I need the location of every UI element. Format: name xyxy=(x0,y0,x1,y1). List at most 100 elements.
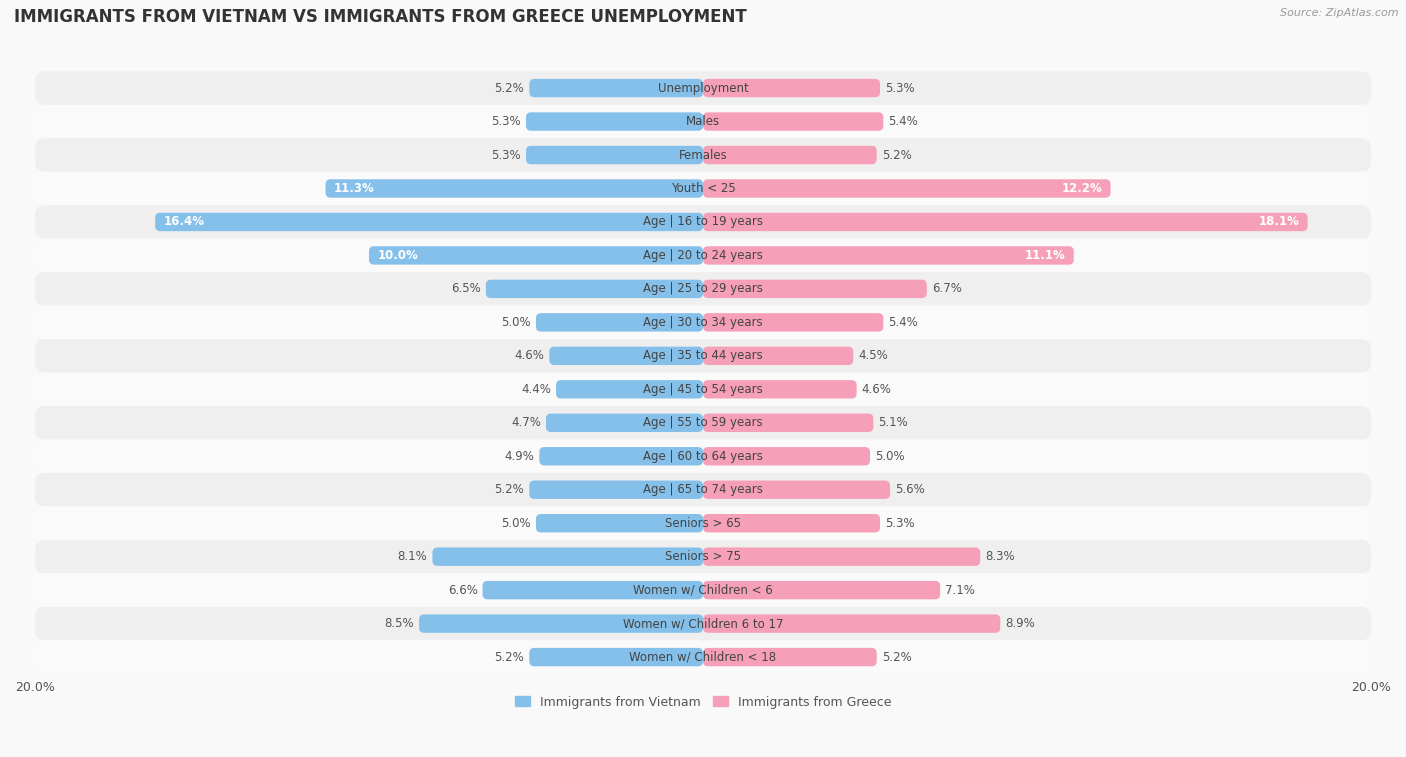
FancyBboxPatch shape xyxy=(526,112,703,131)
FancyBboxPatch shape xyxy=(555,380,703,398)
FancyBboxPatch shape xyxy=(529,79,703,98)
Text: Women w/ Children 6 to 17: Women w/ Children 6 to 17 xyxy=(623,617,783,630)
Text: 5.0%: 5.0% xyxy=(502,316,531,329)
Text: 5.1%: 5.1% xyxy=(879,416,908,429)
FancyBboxPatch shape xyxy=(35,306,1371,339)
Text: 6.7%: 6.7% xyxy=(932,282,962,295)
Text: Seniors > 75: Seniors > 75 xyxy=(665,550,741,563)
FancyBboxPatch shape xyxy=(35,473,1371,506)
FancyBboxPatch shape xyxy=(155,213,703,231)
Text: 11.3%: 11.3% xyxy=(333,182,374,195)
Text: 12.2%: 12.2% xyxy=(1062,182,1102,195)
FancyBboxPatch shape xyxy=(419,615,703,633)
Text: 5.2%: 5.2% xyxy=(495,650,524,664)
Text: IMMIGRANTS FROM VIETNAM VS IMMIGRANTS FROM GREECE UNEMPLOYMENT: IMMIGRANTS FROM VIETNAM VS IMMIGRANTS FR… xyxy=(14,8,747,26)
Text: 8.3%: 8.3% xyxy=(986,550,1015,563)
Text: 6.6%: 6.6% xyxy=(447,584,478,597)
Text: 16.4%: 16.4% xyxy=(163,216,204,229)
FancyBboxPatch shape xyxy=(703,413,873,432)
Text: Youth < 25: Youth < 25 xyxy=(671,182,735,195)
Text: 6.5%: 6.5% xyxy=(451,282,481,295)
Text: 4.4%: 4.4% xyxy=(522,383,551,396)
FancyBboxPatch shape xyxy=(35,406,1371,440)
FancyBboxPatch shape xyxy=(540,447,703,466)
FancyBboxPatch shape xyxy=(703,313,883,332)
FancyBboxPatch shape xyxy=(35,640,1371,674)
FancyBboxPatch shape xyxy=(35,607,1371,640)
FancyBboxPatch shape xyxy=(35,440,1371,473)
FancyBboxPatch shape xyxy=(703,213,1308,231)
Text: Age | 65 to 74 years: Age | 65 to 74 years xyxy=(643,483,763,497)
Text: 7.1%: 7.1% xyxy=(945,584,974,597)
Text: Unemployment: Unemployment xyxy=(658,82,748,95)
Text: Age | 35 to 44 years: Age | 35 to 44 years xyxy=(643,349,763,363)
Text: Age | 45 to 54 years: Age | 45 to 54 years xyxy=(643,383,763,396)
FancyBboxPatch shape xyxy=(703,648,877,666)
Text: Women w/ Children < 18: Women w/ Children < 18 xyxy=(630,650,776,664)
FancyBboxPatch shape xyxy=(703,514,880,532)
Text: Age | 16 to 19 years: Age | 16 to 19 years xyxy=(643,216,763,229)
Text: 8.1%: 8.1% xyxy=(398,550,427,563)
Text: 8.5%: 8.5% xyxy=(384,617,413,630)
Text: 5.4%: 5.4% xyxy=(889,115,918,128)
Text: Age | 20 to 24 years: Age | 20 to 24 years xyxy=(643,249,763,262)
FancyBboxPatch shape xyxy=(35,273,1371,306)
FancyBboxPatch shape xyxy=(35,372,1371,406)
FancyBboxPatch shape xyxy=(526,146,703,164)
FancyBboxPatch shape xyxy=(35,71,1371,104)
FancyBboxPatch shape xyxy=(529,648,703,666)
Text: Age | 55 to 59 years: Age | 55 to 59 years xyxy=(643,416,763,429)
FancyBboxPatch shape xyxy=(546,413,703,432)
Text: Seniors > 65: Seniors > 65 xyxy=(665,517,741,530)
Text: Females: Females xyxy=(679,148,727,161)
Text: Age | 25 to 29 years: Age | 25 to 29 years xyxy=(643,282,763,295)
Text: 5.3%: 5.3% xyxy=(491,148,522,161)
FancyBboxPatch shape xyxy=(35,139,1371,172)
Text: Age | 60 to 64 years: Age | 60 to 64 years xyxy=(643,450,763,463)
Text: 5.6%: 5.6% xyxy=(896,483,925,497)
FancyBboxPatch shape xyxy=(703,547,980,566)
FancyBboxPatch shape xyxy=(482,581,703,600)
FancyBboxPatch shape xyxy=(536,514,703,532)
Text: 4.7%: 4.7% xyxy=(512,416,541,429)
FancyBboxPatch shape xyxy=(703,146,877,164)
Text: 8.9%: 8.9% xyxy=(1005,617,1035,630)
FancyBboxPatch shape xyxy=(368,246,703,265)
Text: Males: Males xyxy=(686,115,720,128)
Text: 5.4%: 5.4% xyxy=(889,316,918,329)
FancyBboxPatch shape xyxy=(35,238,1371,273)
Text: 5.0%: 5.0% xyxy=(875,450,904,463)
FancyBboxPatch shape xyxy=(35,205,1371,238)
Text: 5.3%: 5.3% xyxy=(491,115,522,128)
Text: 5.2%: 5.2% xyxy=(882,148,911,161)
FancyBboxPatch shape xyxy=(703,246,1074,265)
Text: 11.1%: 11.1% xyxy=(1025,249,1066,262)
Text: 10.0%: 10.0% xyxy=(377,249,418,262)
FancyBboxPatch shape xyxy=(433,547,703,566)
FancyBboxPatch shape xyxy=(703,179,1111,198)
FancyBboxPatch shape xyxy=(703,447,870,466)
Text: 5.0%: 5.0% xyxy=(502,517,531,530)
FancyBboxPatch shape xyxy=(35,104,1371,139)
FancyBboxPatch shape xyxy=(550,347,703,365)
FancyBboxPatch shape xyxy=(536,313,703,332)
FancyBboxPatch shape xyxy=(35,506,1371,540)
Text: 18.1%: 18.1% xyxy=(1258,216,1299,229)
FancyBboxPatch shape xyxy=(35,540,1371,573)
Text: Source: ZipAtlas.com: Source: ZipAtlas.com xyxy=(1281,8,1399,17)
Text: 5.2%: 5.2% xyxy=(495,483,524,497)
Legend: Immigrants from Vietnam, Immigrants from Greece: Immigrants from Vietnam, Immigrants from… xyxy=(509,690,897,714)
Text: 4.6%: 4.6% xyxy=(862,383,891,396)
Text: Women w/ Children < 6: Women w/ Children < 6 xyxy=(633,584,773,597)
FancyBboxPatch shape xyxy=(703,615,1000,633)
Text: 4.5%: 4.5% xyxy=(858,349,889,363)
FancyBboxPatch shape xyxy=(703,380,856,398)
Text: 5.2%: 5.2% xyxy=(495,82,524,95)
FancyBboxPatch shape xyxy=(35,339,1371,372)
FancyBboxPatch shape xyxy=(703,481,890,499)
FancyBboxPatch shape xyxy=(35,573,1371,607)
FancyBboxPatch shape xyxy=(703,347,853,365)
Text: 4.6%: 4.6% xyxy=(515,349,544,363)
Text: 5.3%: 5.3% xyxy=(884,82,915,95)
FancyBboxPatch shape xyxy=(703,581,941,600)
